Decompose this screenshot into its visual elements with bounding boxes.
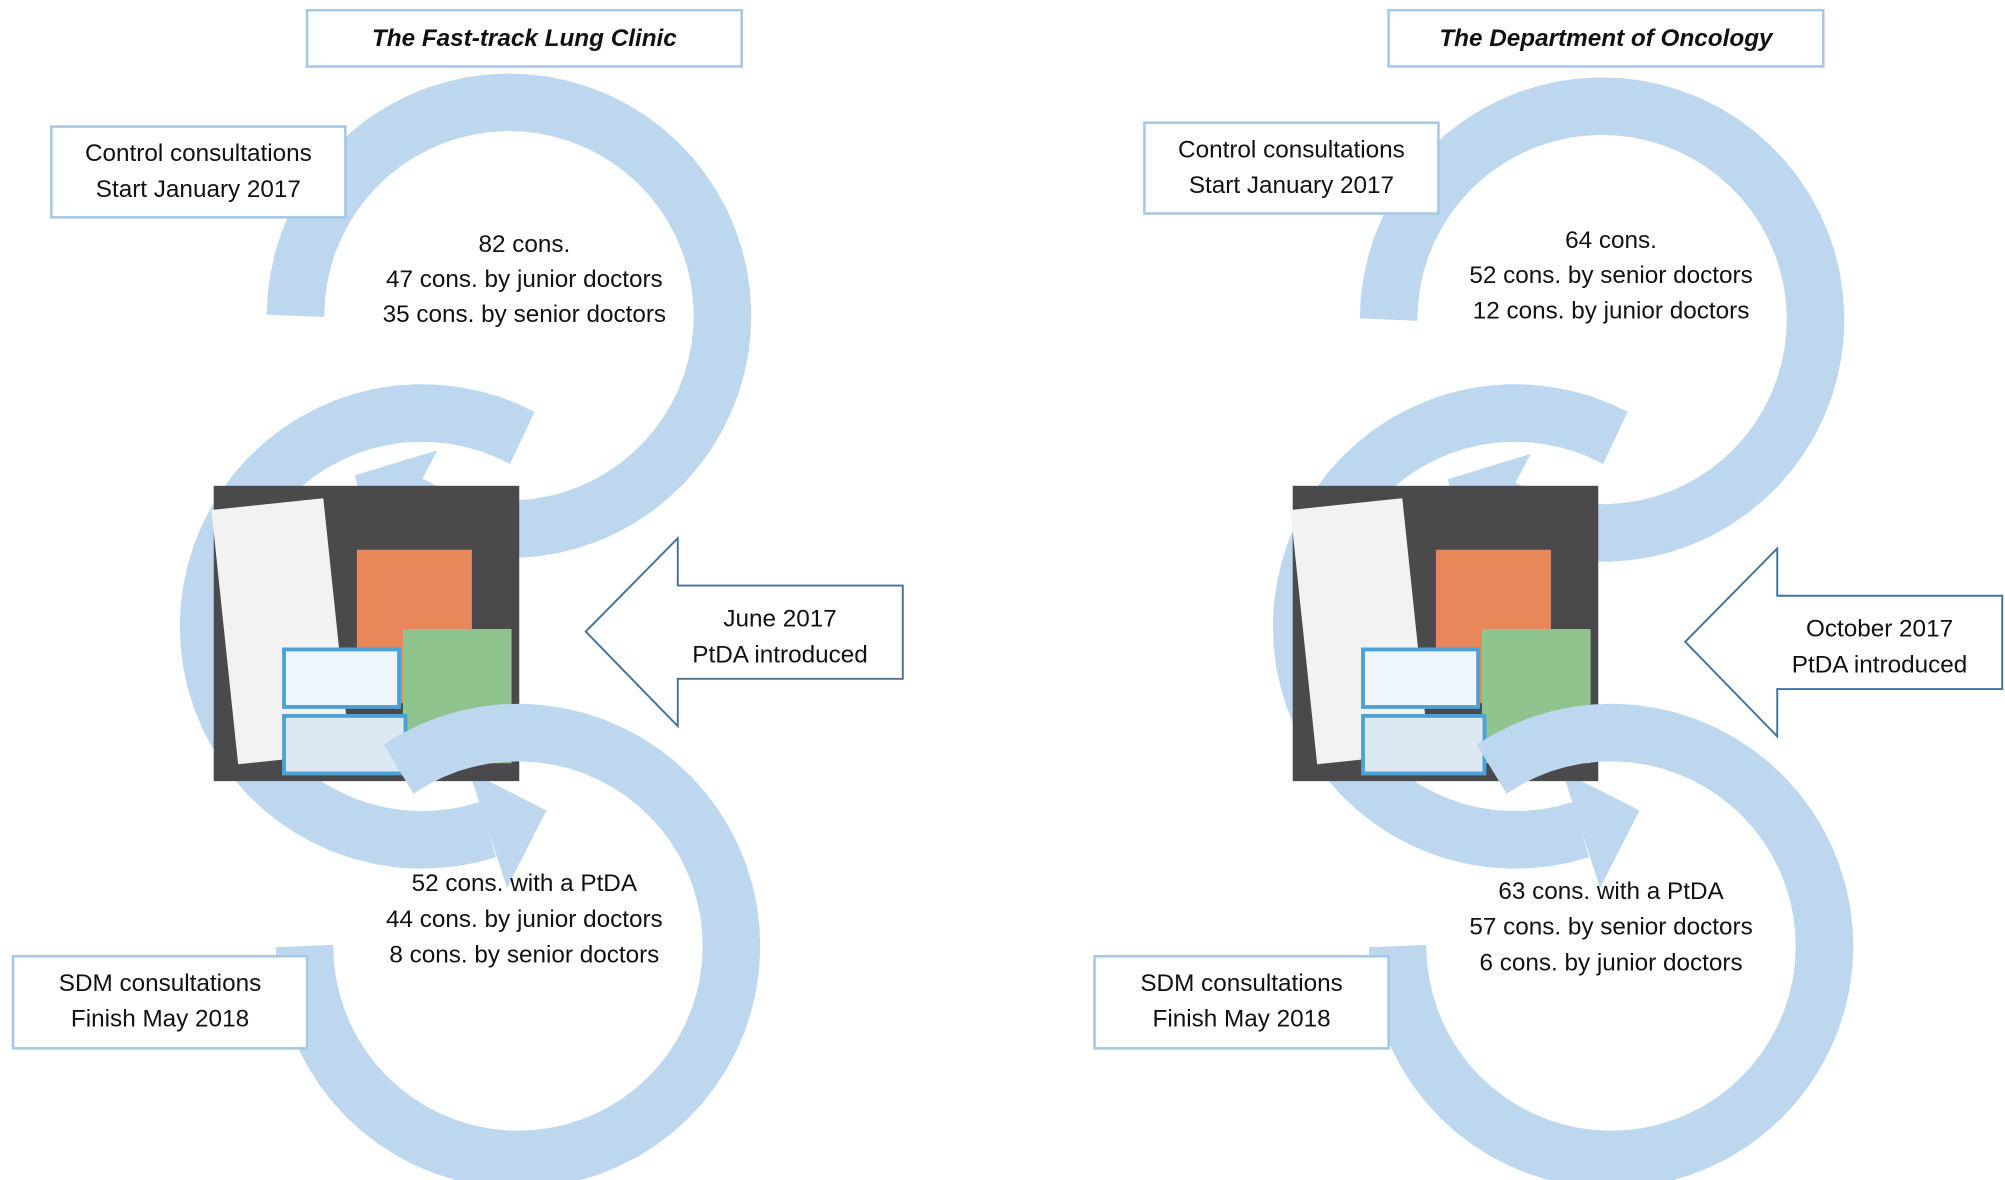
- label-line: Start January 2017: [96, 176, 301, 203]
- label-line: Start January 2017: [1189, 172, 1394, 199]
- circular-arrow: [275, 703, 761, 1180]
- label-line: 52 cons. with a PtDA: [412, 870, 638, 897]
- label-line: 35 cons. by senior doctors: [383, 301, 666, 328]
- sdm-box: [11, 954, 309, 1050]
- label-line: 57 cons. by senior doctors: [1469, 914, 1752, 941]
- control-box: [50, 125, 347, 219]
- label-line: Control consultations: [85, 140, 312, 167]
- label-line: 52 cons. by senior doctors: [1469, 262, 1752, 289]
- control-box: [1143, 121, 1440, 215]
- panel: The Department of Oncology Control consul…: [1093, 8, 2004, 1180]
- photo-card: [1361, 714, 1487, 776]
- label-line: June 2017: [723, 605, 836, 632]
- label-line: 63 cons. with a PtDA: [1498, 878, 1724, 905]
- panel-title: The Fast-track Lung Clinic: [372, 25, 677, 52]
- panel: The Fast-track Lung Clinic Control consul…: [11, 8, 904, 1180]
- circular-arrow: [179, 384, 535, 869]
- title-box: [305, 8, 743, 68]
- label-line: SDM consultations: [59, 970, 261, 997]
- circular-arrow: [1368, 703, 1854, 1180]
- label-line: SDM consultations: [1140, 970, 1342, 997]
- label-line: PtDA introduced: [692, 641, 867, 668]
- block-arrow: [584, 535, 904, 729]
- sdm-box: [1093, 954, 1390, 1050]
- label-line: October 2017: [1806, 616, 1953, 643]
- label-line: 64 cons.: [1565, 227, 1657, 254]
- label-line: 8 cons. by senior doctors: [389, 942, 659, 969]
- title-box: [1387, 8, 1825, 68]
- arrowhead: [1562, 771, 1640, 888]
- label-line: 47 cons. by junior doctors: [386, 266, 663, 293]
- label-line: Finish May 2018: [71, 1006, 249, 1033]
- label-line: 6 cons. by junior doctors: [1479, 949, 1742, 976]
- photo-card: [1361, 647, 1480, 709]
- label-line: Control consultations: [1178, 136, 1405, 163]
- panel-title: The Department of Oncology: [1439, 25, 1774, 52]
- arrowhead: [469, 771, 547, 888]
- circular-arrow: [266, 73, 752, 558]
- label-line: Finish May 2018: [1152, 1006, 1330, 1033]
- circular-arrow: [1359, 77, 1845, 562]
- photo-card: [282, 647, 401, 709]
- label-line: 44 cons. by junior doctors: [386, 906, 663, 933]
- label-line: 12 cons. by junior doctors: [1473, 297, 1750, 324]
- label-line: PtDA introduced: [1792, 651, 1967, 678]
- label-line: 82 cons.: [478, 231, 570, 258]
- block-arrow: [1683, 546, 2004, 739]
